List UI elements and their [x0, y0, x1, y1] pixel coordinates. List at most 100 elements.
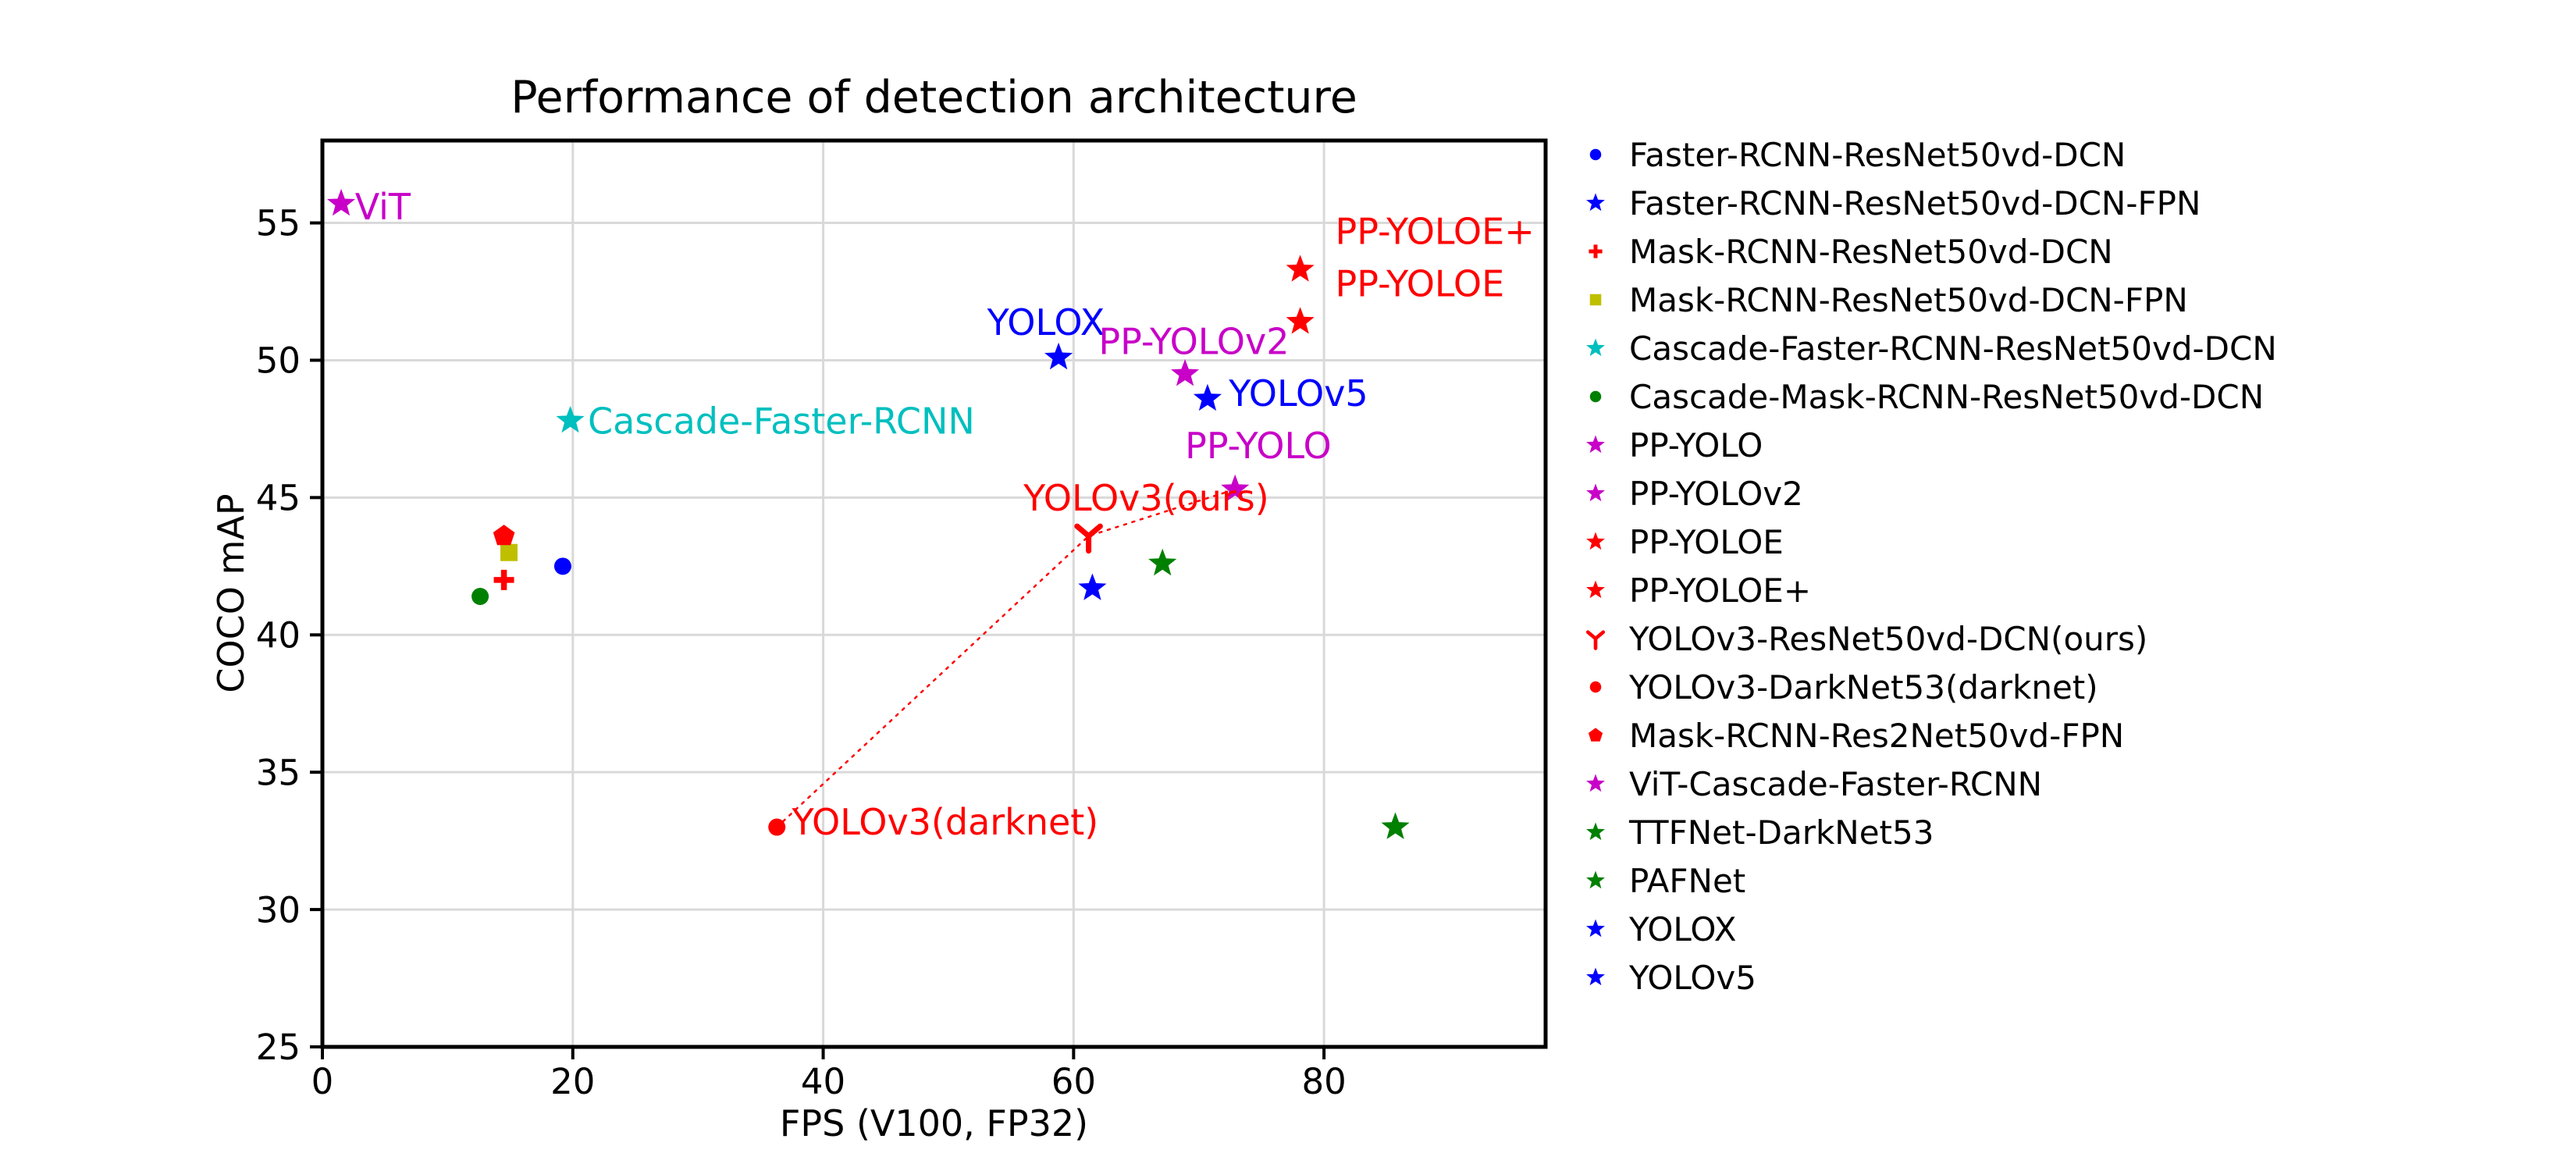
data-point-mask-rcnn-res2net50vd-fpn — [493, 525, 515, 546]
legend-label-pp-yoloe: PP-YOLOE — [1629, 522, 1784, 561]
legend-marker-yolov5 — [1586, 967, 1605, 986]
legend-label-yolox: YOLOX — [1629, 909, 1737, 949]
legend-item-vit-cascade-faster-rcnn: ViT-Cascade-Faster-RCNN — [1575, 760, 2277, 808]
legend-marker-faster-rcnn-resnet50vd-dcn — [1589, 148, 1602, 161]
plot-border — [320, 138, 1548, 1049]
legend-marker-plus-icon — [1589, 244, 1603, 258]
legend-item-yolov3-darknet53-darknet: YOLOv3-DarkNet53(darknet) — [1575, 663, 2277, 711]
legend-item-mask-rcnn-res2net50vd-fpn: Mask-RCNN-Res2Net50vd-FPN — [1575, 711, 2277, 760]
legend-item-pp-yolo: PP-YOLO — [1575, 421, 2277, 469]
legend-item-yolov3-resnet50vd-dcn-ours: YOLOv3-ResNet50vd-DCN(ours) — [1575, 614, 2277, 663]
y-tick-label-30: 30 — [256, 889, 301, 931]
y-tick-label-45: 45 — [256, 478, 301, 519]
data-point-pp-yoloe — [1286, 254, 1315, 282]
annotation-pp-yoloe: PP-YOLOE+ — [1336, 211, 1535, 253]
data-point-faster-rcnn-resnet50vd-dcn-fpn — [1078, 573, 1107, 600]
legend-item-faster-rcnn-resnet50vd-dcn-fpn: Faster-RCNN-ResNet50vd-DCN-FPN — [1575, 179, 2277, 227]
legend-marker-cascade-faster-rcnn-resnet50vd-dcn — [1586, 338, 1605, 357]
annotation-yolov3-darknet: YOLOv3(darknet) — [791, 801, 1098, 843]
data-point-yolov3-resnet50vd-dcn-ours — [1074, 523, 1103, 554]
legend-label-mask-rcnn-resnet50vd-dcn-fpn: Mask-RCNN-ResNet50vd-DCN-FPN — [1629, 280, 2188, 319]
legend-item-yolox: YOLOX — [1575, 905, 2277, 953]
legend-label-ttfnet-darknet53: TTFNet-DarkNet53 — [1629, 813, 1934, 852]
annotation-yolov5: YOLOv5 — [1228, 372, 1368, 415]
legend-marker-ttfnet-darknet53 — [1586, 822, 1605, 841]
legend-item-yolov5: YOLOv5 — [1575, 953, 2277, 1002]
legend-marker-pp-yolov2 — [1586, 483, 1605, 502]
legend-marker-yolov3-resnet50vd-dcn-ours — [1585, 630, 1606, 650]
legend-marker-star-icon — [1586, 532, 1605, 550]
annotation-cascade-faster-rcnn: Cascade-Faster-RCNN — [588, 400, 975, 442]
legend-item-ttfnet-darknet53: TTFNet-DarkNet53 — [1575, 808, 2277, 856]
legend-marker-pp-yolo — [1586, 435, 1605, 454]
legend-marker-square-icon — [1589, 294, 1602, 306]
legend-marker-star-icon — [1586, 822, 1605, 841]
data-point-pafnet — [1148, 548, 1177, 576]
data-point-yolov3-darknet53-darknet — [768, 818, 786, 836]
legend-marker-yolov3-darknet53-darknet — [1589, 681, 1602, 693]
legend-item-mask-rcnn-resnet50vd-dcn: Mask-RCNN-ResNet50vd-DCN — [1575, 227, 2277, 276]
y-axis-label: COCO mAP — [210, 493, 252, 693]
legend-label-mask-rcnn-res2net50vd-fpn: Mask-RCNN-Res2Net50vd-FPN — [1629, 716, 2125, 755]
legend-item-pp-yoloe: PP-YOLOE — [1575, 518, 2277, 566]
data-point-pp-yolov2 — [1171, 359, 1200, 386]
legend-marker-star-icon — [1586, 967, 1605, 986]
legend-marker-star-icon — [1586, 483, 1605, 502]
data-point-mask-rcnn-resnet50vd-dcn-fpn — [500, 543, 518, 561]
legend: Faster-RCNN-ResNet50vd-DCN Faster-RCNN-Re… — [1575, 130, 2277, 1002]
data-point-yolox — [1044, 342, 1073, 370]
legend-marker-circle-icon — [1589, 148, 1602, 161]
legend-label-cascade-mask-rcnn-resnet50vd-dcn: Cascade-Mask-RCNN-ResNet50vd-DCN — [1629, 377, 2265, 416]
legend-marker-star-icon — [1586, 870, 1605, 889]
legend-label-pafnet: PAFNet — [1629, 861, 1746, 900]
legend-marker-pp-yoloe — [1586, 532, 1605, 550]
annotation-vit: ViT — [355, 186, 411, 228]
legend-marker-star-icon — [1586, 193, 1605, 212]
x-tick-label-0: 0 — [311, 1061, 334, 1102]
legend-marker-pafnet — [1586, 870, 1605, 889]
legend-marker-star-icon — [1586, 580, 1605, 599]
data-point-cascade-faster-rcnn-resnet50vd-dcn — [556, 405, 585, 433]
legend-marker-yolox — [1586, 919, 1605, 938]
legend-marker-star-icon — [1586, 774, 1605, 792]
data-point-pp-yoloe — [1286, 307, 1315, 334]
legend-marker-star-icon — [1586, 919, 1605, 938]
data-point-mask-rcnn-resnet50vd-dcn — [493, 569, 514, 590]
legend-marker-pp-yoloe — [1586, 580, 1605, 599]
legend-label-faster-rcnn-resnet50vd-dcn: Faster-RCNN-ResNet50vd-DCN — [1629, 135, 2126, 174]
legend-label-pp-yolov2: PP-YOLOv2 — [1629, 474, 1803, 513]
data-point-yolov5 — [1193, 383, 1222, 411]
x-tick-label-80: 80 — [1301, 1061, 1346, 1102]
legend-label-yolov5: YOLOv5 — [1629, 958, 1756, 997]
legend-marker-faster-rcnn-resnet50vd-dcn-fpn — [1586, 193, 1605, 212]
legend-marker-mask-rcnn-res2net50vd-fpn — [1588, 728, 1603, 742]
legend-marker-cascade-mask-rcnn-resnet50vd-dcn — [1589, 390, 1602, 403]
annotation-pp-yolo: PP-YOLO — [1185, 425, 1332, 467]
y-tick-label-25: 25 — [256, 1027, 301, 1068]
legend-marker-mask-rcnn-resnet50vd-dcn — [1589, 244, 1603, 258]
annotation-yolov3-ours: YOLOv3(ours) — [1023, 477, 1269, 519]
legend-label-pp-yolo: PP-YOLO — [1629, 425, 1763, 464]
x-tick-label-20: 20 — [550, 1061, 595, 1102]
y-tick-label-40: 40 — [256, 614, 301, 656]
legend-marker-vit-cascade-faster-rcnn — [1586, 774, 1605, 792]
legend-label-mask-rcnn-resnet50vd-dcn: Mask-RCNN-ResNet50vd-DCN — [1629, 232, 2113, 271]
data-point-pp-yolo — [1221, 474, 1250, 502]
data-point-cascade-mask-rcnn-resnet50vd-dcn — [471, 588, 489, 606]
legend-item-faster-rcnn-resnet50vd-dcn: Faster-RCNN-ResNet50vd-DCN — [1575, 130, 2277, 179]
legend-marker-circle-icon — [1589, 681, 1602, 693]
legend-label-faster-rcnn-resnet50vd-dcn-fpn: Faster-RCNN-ResNet50vd-DCN-FPN — [1629, 183, 2201, 222]
legend-marker-pentagon-icon — [1588, 728, 1603, 742]
legend-marker-circle-icon — [1589, 390, 1602, 403]
legend-item-mask-rcnn-resnet50vd-dcn-fpn: Mask-RCNN-ResNet50vd-DCN-FPN — [1575, 276, 2277, 324]
data-point-vit-cascade-faster-rcnn — [327, 188, 356, 216]
data-point-faster-rcnn-resnet50vd-dcn — [553, 557, 571, 575]
annotation-pp-yolov2: PP-YOLOv2 — [1098, 320, 1289, 362]
legend-marker-star-icon — [1586, 435, 1605, 454]
legend-item-pp-yolov2: PP-YOLOv2 — [1575, 469, 2277, 518]
legend-marker-star-icon — [1586, 338, 1605, 357]
legend-item-pafnet: PAFNet — [1575, 856, 2277, 905]
y-tick-label-35: 35 — [256, 752, 301, 793]
